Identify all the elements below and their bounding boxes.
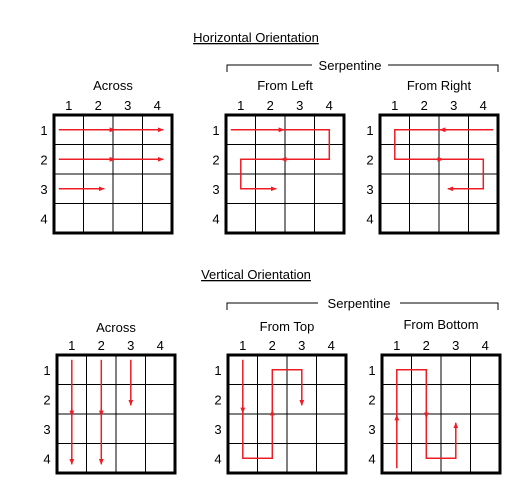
column-header: 4 xyxy=(328,338,335,353)
column-header: 3 xyxy=(298,338,305,353)
row-header: 3 xyxy=(212,182,219,197)
column-header: 4 xyxy=(326,98,333,113)
serpentine-bracket-horizontal: Serpentine xyxy=(226,58,499,73)
row-header: 4 xyxy=(40,211,47,226)
column-header: 3 xyxy=(124,98,131,113)
grid-label: From Bottom xyxy=(403,317,478,332)
row-header: 3 xyxy=(40,182,47,197)
grid-label: From Right xyxy=(407,78,472,93)
column-header: 2 xyxy=(95,98,102,113)
column-header: 3 xyxy=(452,338,459,353)
column-header: 4 xyxy=(157,338,164,353)
column-header: 2 xyxy=(269,338,276,353)
column-header: 2 xyxy=(423,338,430,353)
grid-horizontal-from-right: From Right 1 2 3 4 1 2 3 4 xyxy=(366,78,500,235)
grid-horizontal-across: Across 1 2 3 4 1 2 3 4 xyxy=(40,78,174,235)
section-title-horizontal: Horizontal Orientation xyxy=(193,30,319,45)
row-header: 2 xyxy=(368,392,375,407)
row-header: 4 xyxy=(212,211,219,226)
section-title-vertical: Vertical Orientation xyxy=(201,267,311,282)
bracket-line xyxy=(226,302,499,310)
row-header: 1 xyxy=(214,363,221,378)
column-header: 1 xyxy=(65,98,72,113)
row-header: 4 xyxy=(214,451,221,466)
row-header: 2 xyxy=(212,152,219,167)
row-header: 1 xyxy=(212,123,219,138)
column-header: 2 xyxy=(98,338,105,353)
column-header: 1 xyxy=(68,338,75,353)
row-header: 2 xyxy=(214,392,221,407)
bracket-line xyxy=(226,64,499,72)
column-header: 2 xyxy=(267,98,274,113)
column-header: 2 xyxy=(421,98,428,113)
grid-label: From Left xyxy=(257,78,313,93)
grid-label: Across xyxy=(93,78,133,93)
grid-label: Across xyxy=(96,320,136,335)
row-header: 3 xyxy=(368,422,375,437)
row-header: 1 xyxy=(43,363,50,378)
column-header: 4 xyxy=(154,98,161,113)
column-header: 3 xyxy=(127,338,134,353)
column-header: 3 xyxy=(296,98,303,113)
row-header: 4 xyxy=(43,451,50,466)
row-header: 2 xyxy=(40,152,47,167)
column-header: 1 xyxy=(393,338,400,353)
column-header: 1 xyxy=(391,98,398,113)
row-header: 3 xyxy=(366,182,373,197)
row-header: 2 xyxy=(43,392,50,407)
grid-vertical-across: Across 1 2 3 4 1 2 3 4 xyxy=(43,320,177,475)
row-header: 1 xyxy=(366,123,373,138)
grid-horizontal-from-left: From Left 1 2 3 4 1 2 3 4 xyxy=(212,78,346,235)
row-header: 1 xyxy=(368,363,375,378)
row-header: 4 xyxy=(366,211,373,226)
row-header: 3 xyxy=(214,422,221,437)
row-header: 1 xyxy=(40,123,47,138)
serpentine-label: Serpentine xyxy=(328,296,391,311)
column-header: 4 xyxy=(482,338,489,353)
row-header: 4 xyxy=(368,451,375,466)
grid-label: From Top xyxy=(260,319,315,334)
column-header: 1 xyxy=(237,98,244,113)
column-header: 4 xyxy=(480,98,487,113)
column-header: 3 xyxy=(450,98,457,113)
column-header: 1 xyxy=(239,338,246,353)
serpentine-bracket-vertical: Serpentine xyxy=(226,296,499,311)
serpentine-label: Serpentine xyxy=(319,58,382,73)
row-header: 3 xyxy=(43,422,50,437)
grid-vertical-from-top: From Top 1 2 3 4 1 2 3 4 xyxy=(214,319,348,475)
row-header: 2 xyxy=(366,152,373,167)
